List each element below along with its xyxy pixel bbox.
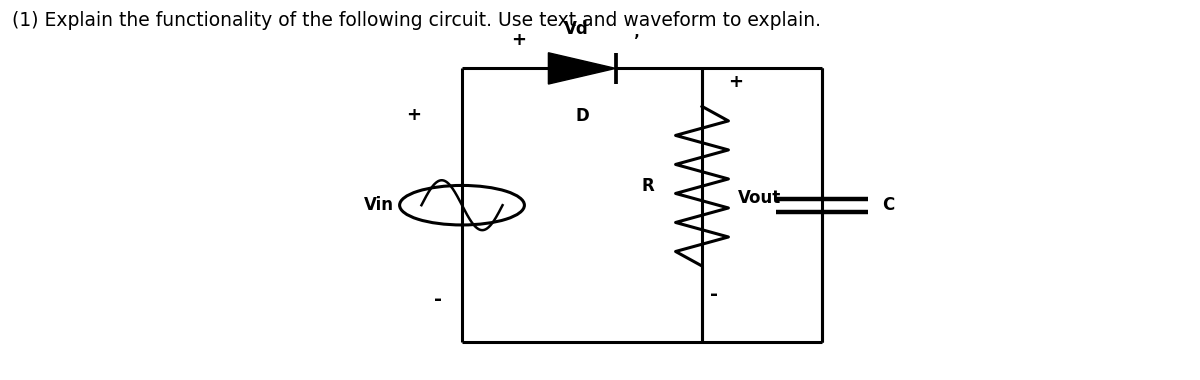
Text: Vd: Vd: [564, 19, 588, 38]
Polygon shape: [548, 53, 616, 84]
Text: R: R: [641, 177, 654, 195]
Text: C: C: [882, 196, 894, 214]
Text: -: -: [434, 290, 442, 309]
Text: +: +: [728, 73, 743, 91]
Text: -: -: [710, 285, 718, 304]
Text: Vout: Vout: [738, 188, 781, 207]
Text: (1) Explain the functionality of the following circuit. Use text and waveform to: (1) Explain the functionality of the fol…: [12, 11, 821, 30]
Text: +: +: [407, 106, 421, 124]
Text: Vin: Vin: [364, 196, 394, 214]
Text: ’: ’: [635, 34, 640, 49]
Text: D: D: [575, 107, 589, 125]
Text: +: +: [511, 31, 526, 49]
